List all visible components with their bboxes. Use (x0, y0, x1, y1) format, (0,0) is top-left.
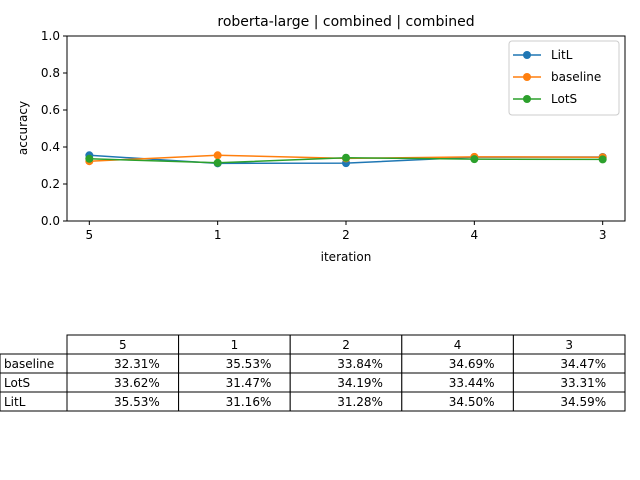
table-cell-value: 31.28% (337, 395, 383, 409)
data-point-baseline (213, 151, 222, 160)
table-column-header: 2 (342, 338, 350, 352)
table-cell-value: 35.53% (226, 357, 272, 371)
y-tick-label: 0.8 (41, 66, 60, 80)
y-tick-label: 0.0 (41, 214, 60, 228)
plot-area: 0.0 0.2 0.4 0.6 0.8 1.0 5 1 2 4 3 (41, 29, 626, 242)
legend-label-litl: LitL (551, 48, 573, 62)
x-tick-label: 5 (85, 228, 93, 242)
y-tick-label: 0.4 (41, 140, 60, 154)
table-cell-value: 31.47% (226, 376, 272, 390)
table-row-label: LitL (4, 395, 26, 409)
y-axis-label: accuracy (16, 101, 30, 155)
table-cell-value: 33.44% (449, 376, 495, 390)
x-tick-label: 3 (599, 228, 607, 242)
data-point-lots (470, 155, 479, 164)
table-cell-value: 33.84% (337, 357, 383, 371)
data-point-lots (85, 154, 94, 163)
legend-marker-litl (523, 51, 531, 59)
table-column-header: 4 (454, 338, 462, 352)
table-cell-value: 33.31% (560, 376, 606, 390)
table-column-header: 3 (565, 338, 573, 352)
legend-label-lots: LotS (551, 92, 577, 106)
table-row-label: baseline (4, 357, 54, 371)
data-table: 5 1 2 4 3 baseline 32.31% 35.53% 33.84% 34.69% 34.… (0, 334, 626, 412)
y-tick-label: 0.6 (41, 103, 60, 117)
table-cell-value: 34.50% (449, 395, 495, 409)
table-cell-value: 34.69% (449, 357, 495, 371)
legend-marker-lots (523, 95, 531, 103)
table-cell-value: 33.62% (114, 376, 160, 390)
plot-frame (66, 35, 626, 222)
x-tick-label: 2 (342, 228, 350, 242)
legend-box (508, 40, 620, 116)
table-row-label: LotS (4, 376, 30, 390)
legend: LitL baseline LotS (508, 40, 620, 116)
table-column-header: 1 (231, 338, 239, 352)
table-cell-value: 34.47% (560, 357, 606, 371)
table-column-header: 5 (119, 338, 127, 352)
y-tick-label: 1.0 (41, 29, 60, 43)
table-cell (512, 391, 626, 412)
legend-label-baseline: baseline (551, 70, 601, 84)
x-tick-label: 4 (471, 228, 479, 242)
table-cell-value: 34.19% (337, 376, 383, 390)
table-cell-value: 32.31% (114, 357, 160, 371)
x-tick-label: 1 (214, 228, 222, 242)
table-cell-value: 35.53% (114, 395, 160, 409)
data-point-lots (213, 158, 222, 167)
data-point-lots (342, 153, 350, 162)
data-point-lots (598, 155, 607, 164)
x-axis-label: iteration (321, 250, 372, 264)
table-cell-value: 34.59% (560, 395, 606, 409)
legend-marker-baseline (523, 73, 531, 81)
table-cell-value: 31.16% (226, 395, 272, 409)
chart-title: roberta-large | combined | combined (217, 14, 474, 30)
y-tick-label: 0.2 (41, 177, 60, 191)
